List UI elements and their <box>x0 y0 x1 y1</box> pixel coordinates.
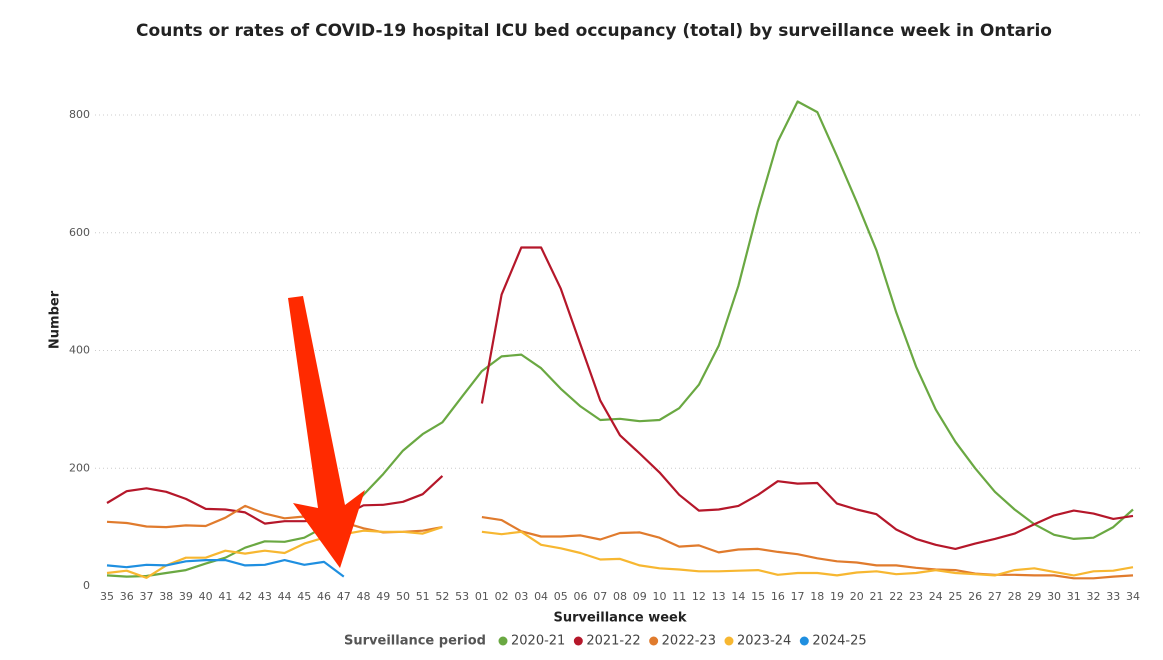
x-tick-label: 21 <box>870 590 884 603</box>
y-tick-label: 400 <box>69 344 90 357</box>
y-tick-label: 800 <box>69 108 90 121</box>
legend-marker <box>799 636 809 646</box>
x-tick-label: 05 <box>554 590 568 603</box>
x-tick-label: 27 <box>988 590 1002 603</box>
x-tick-label: 30 <box>1047 590 1061 603</box>
x-tick-label: 17 <box>791 590 805 603</box>
series-line <box>106 559 345 578</box>
legend-marker <box>573 636 583 646</box>
x-tick-label: 20 <box>850 590 864 603</box>
x-tick-label: 47 <box>337 590 351 603</box>
legend-label: 2022-23 <box>662 634 716 649</box>
series-line <box>106 246 1134 550</box>
arrow-annotation <box>288 296 365 568</box>
x-tick-label: 23 <box>909 590 923 603</box>
x-tick-label: 22 <box>889 590 903 603</box>
x-tick-label: 26 <box>968 590 982 603</box>
x-tick-label: 53 <box>455 590 469 603</box>
x-tick-label: 42 <box>238 590 252 603</box>
x-tick-label: 46 <box>317 590 331 603</box>
x-tick-label: 50 <box>396 590 410 603</box>
x-tick-label: 19 <box>830 590 844 603</box>
x-tick-label: 28 <box>1008 590 1022 603</box>
x-tick-label: 51 <box>416 590 430 603</box>
x-tick-label: 36 <box>120 590 134 603</box>
legend-marker <box>649 636 659 646</box>
x-tick-label: 15 <box>751 590 765 603</box>
x-tick-label: 18 <box>810 590 824 603</box>
legend: Surveillance period 2020-21 2021-22 2022-23… <box>344 634 867 649</box>
legend-title: Surveillance period <box>344 634 486 649</box>
x-tick-label: 10 <box>652 590 666 603</box>
series-line <box>106 100 1134 578</box>
x-tick-label: 40 <box>199 590 213 603</box>
x-tick-label: 38 <box>159 590 173 603</box>
y-axis-title: Number <box>48 290 63 349</box>
legend-label: 2023-24 <box>737 634 791 649</box>
x-tick-label: 44 <box>278 590 292 603</box>
y-tick-label: 0 <box>83 579 90 592</box>
x-tick-label: 03 <box>514 590 528 603</box>
legend-label: 2020-21 <box>511 634 565 649</box>
x-tick-label: 11 <box>672 590 686 603</box>
x-tick-label: 35 <box>100 590 114 603</box>
x-tick-label: 02 <box>495 590 509 603</box>
plot-area: 0 200 400 600 800 35 36 37 38 39 40 41 42 43 44 45 46 47 4… <box>69 100 1143 603</box>
legend-label: 2024-25 <box>812 634 866 649</box>
chart-title: Counts or rates of COVID-19 hospital ICU… <box>136 21 1052 41</box>
x-tick-label: 06 <box>574 590 588 603</box>
x-tick-label: 33 <box>1106 590 1120 603</box>
x-tick-label: 08 <box>613 590 627 603</box>
x-tick-label: 37 <box>139 590 153 603</box>
legend-marker <box>724 636 734 646</box>
x-tick-label: 31 <box>1067 590 1081 603</box>
x-tick-label: 41 <box>218 590 232 603</box>
x-tick-label: 16 <box>771 590 785 603</box>
x-tick-label: 04 <box>534 590 548 603</box>
x-tick-label: 43 <box>258 590 272 603</box>
y-tick-label: 600 <box>69 226 90 239</box>
x-tick-label: 45 <box>297 590 311 603</box>
x-tick-label: 01 <box>475 590 489 603</box>
x-tick-label: 29 <box>1027 590 1041 603</box>
legend-marker <box>498 636 508 646</box>
x-tick-label: 34 <box>1126 590 1140 603</box>
x-tick-label: 13 <box>712 590 726 603</box>
x-tick-label: 14 <box>731 590 745 603</box>
x-tick-label: 07 <box>593 590 607 603</box>
series-line <box>106 526 1134 579</box>
x-tick-label: 39 <box>179 590 193 603</box>
x-tick-label: 24 <box>929 590 943 603</box>
x-tick-label: 25 <box>948 590 962 603</box>
x-tick-label: 09 <box>633 590 647 603</box>
x-tick-label: 32 <box>1087 590 1101 603</box>
x-tick-label: 52 <box>435 590 449 603</box>
legend-label: 2021-22 <box>586 634 640 649</box>
x-tick-label: 12 <box>692 590 706 603</box>
x-axis-title: Surveillance week <box>553 611 686 626</box>
x-tick-label: 49 <box>376 590 390 603</box>
x-tick-label: 48 <box>357 590 371 603</box>
y-tick-label: 200 <box>69 461 90 474</box>
